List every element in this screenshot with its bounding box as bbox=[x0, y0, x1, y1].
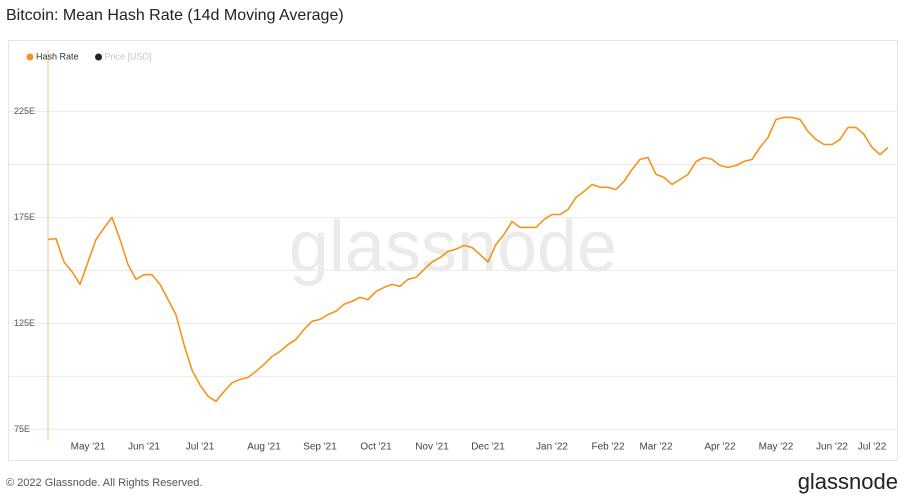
x-tick-label: Jun '22 bbox=[816, 442, 848, 453]
y-tick-label: 125E bbox=[14, 318, 35, 328]
x-tick-label: Aug '21 bbox=[247, 442, 281, 453]
logo: glassnode bbox=[798, 469, 898, 494]
chart-frame bbox=[8, 40, 898, 461]
watermark: glassnode bbox=[289, 207, 617, 287]
y-tick-label: 175E bbox=[14, 212, 35, 222]
x-tick-label: Jul '22 bbox=[858, 442, 887, 453]
x-tick-label: Oct '21 bbox=[360, 442, 392, 453]
x-tick-label: Mar '22 bbox=[639, 442, 672, 453]
x-tick-label: Jan '22 bbox=[536, 442, 568, 453]
x-tick-label: Apr '22 bbox=[704, 442, 736, 453]
legend-marker bbox=[95, 53, 103, 61]
x-tick-label: May '22 bbox=[759, 442, 794, 453]
x-tick-label: May '21 bbox=[71, 442, 106, 453]
copyright: © 2022 Glassnode. All Rights Reserved. bbox=[6, 477, 202, 489]
x-tick-label: Dec '21 bbox=[471, 442, 505, 453]
y-tick-label: 75E bbox=[14, 424, 30, 434]
data-line bbox=[47, 116, 889, 403]
x-tick-label: Sep '21 bbox=[303, 442, 337, 453]
y-tick-label: 225E bbox=[14, 106, 35, 116]
x-tick-label: Jun '21 bbox=[128, 442, 160, 453]
x-tick-label: Jul '21 bbox=[186, 442, 215, 453]
x-tick-label: Feb '22 bbox=[591, 442, 624, 453]
chart-title: Bitcoin: Mean Hash Rate (14d Moving Aver… bbox=[6, 7, 344, 24]
x-tick-label: Nov '21 bbox=[415, 442, 449, 453]
legend-label: Price [USD] bbox=[105, 51, 152, 61]
legend-marker bbox=[26, 53, 34, 61]
legend-label: Hash Rate bbox=[36, 51, 79, 61]
